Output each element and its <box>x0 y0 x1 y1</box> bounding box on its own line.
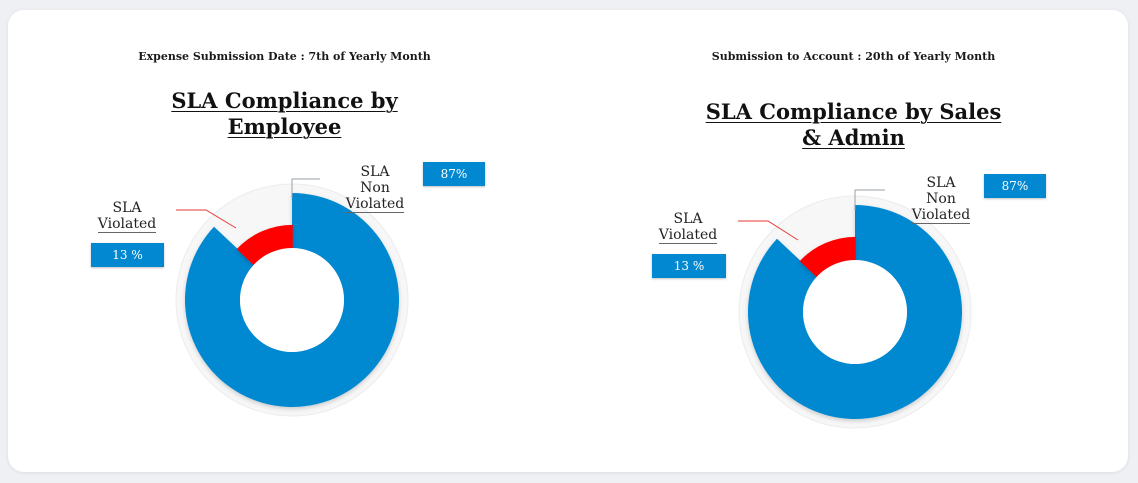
label-non-violated-line-1: SLA <box>926 175 956 191</box>
label-violated-line-2: Violated <box>658 227 718 244</box>
label-non-violated-line-3: Violated <box>345 196 405 213</box>
data-label-non-violated: 87% <box>423 162 485 186</box>
donut-chart <box>175 178 409 417</box>
data-label-violated: 13 % <box>652 254 726 278</box>
label-non-violated-line-2: Non <box>926 191 956 207</box>
chart-panel-employee: Expense Submission Date : 7th of Yearly … <box>0 50 569 417</box>
donut-hole <box>240 248 344 352</box>
leader-line-violated <box>176 209 237 229</box>
slice-violated <box>799 236 856 279</box>
chart-panel-sales-admin: Submission to Account : 20th of Yearly M… <box>569 0 1138 483</box>
chart-title-line-1: SLA Compliance by Sales <box>705 99 1002 124</box>
label-violated-line-2: Violated <box>97 216 157 233</box>
donut-hole <box>803 260 907 364</box>
chart-subtitle: Submission to Account : 20th of Yearly M… <box>711 50 996 63</box>
chart-title-line-2: & Admin <box>802 125 905 150</box>
data-label-non-violated: 87% <box>984 174 1046 198</box>
data-label-violated: 13 % <box>91 243 164 267</box>
chart-subtitle: Expense Submission Date : 7th of Yearly … <box>138 50 431 63</box>
label-violated-line-1: SLA <box>112 200 142 216</box>
label-non-violated-line-2: Non <box>360 180 390 196</box>
slice-violated <box>236 224 293 267</box>
leader-line-non-violated <box>291 178 320 198</box>
donut-chart <box>738 189 972 429</box>
label-violated: SLA Violated <box>92 200 162 233</box>
chart-title-line-2: Employee <box>227 114 342 139</box>
leader-line-non-violated <box>854 189 885 210</box>
leader-line-violated <box>738 220 799 241</box>
slice-non-violated <box>747 205 962 419</box>
chart-title: SLA Compliance by Sales & Admin <box>569 99 1138 151</box>
label-non-violated-line-3: Violated <box>911 207 971 224</box>
label-non-violated: SLA Non Violated <box>345 164 405 213</box>
label-violated: SLA Violated <box>653 211 723 244</box>
label-violated-line-1: SLA <box>673 211 703 227</box>
label-non-violated: SLA Non Violated <box>906 175 976 224</box>
chart-title: SLA Compliance by Employee <box>0 88 569 140</box>
label-non-violated-line-1: SLA <box>360 164 390 180</box>
slice-non-violated <box>185 193 399 407</box>
chart-title-line-1: SLA Compliance by <box>171 88 398 113</box>
